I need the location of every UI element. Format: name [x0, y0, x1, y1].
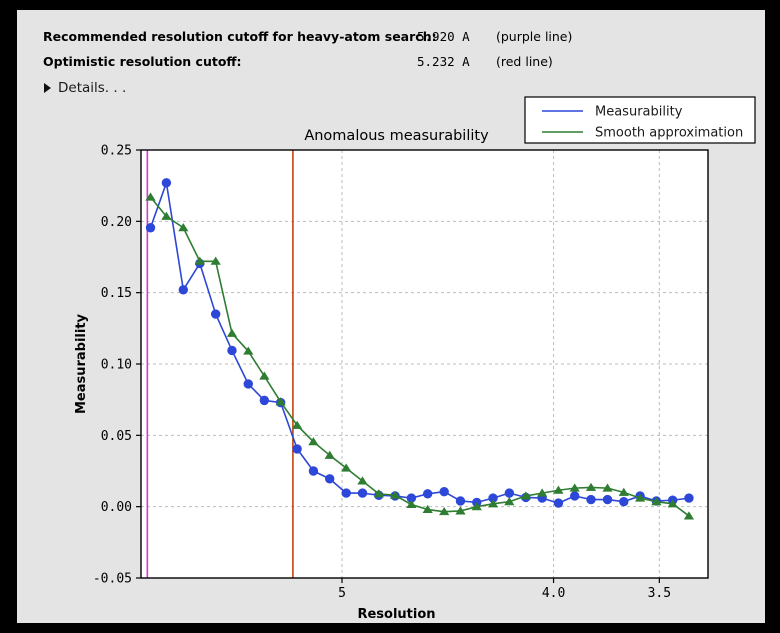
details-label: Details. . .	[58, 80, 127, 96]
x-axis-title: Resolution	[357, 607, 435, 622]
series-measurability	[145, 178, 694, 508]
optimistic-cutoff-note: (red line)	[496, 54, 553, 69]
legend-label: Measurability	[595, 105, 683, 120]
cutoff-lines	[146, 150, 294, 578]
plot-frame	[140, 149, 709, 579]
x-tick-label: 5	[338, 586, 346, 601]
x-tick-label: 4.0	[542, 586, 565, 601]
anomalous-measurability-chart: -0.05 0.00 0.05 0.10 0.15 0.20 0.25 5 4.0 3.5 Ano…	[17, 10, 765, 623]
legend-label: Smooth approximation	[595, 126, 743, 141]
y-tick-label: 0.05	[101, 429, 132, 444]
axis-labels: Anomalous measurability Resolution Measura…	[74, 128, 489, 622]
y-tick-label: 0.20	[101, 215, 132, 230]
chart-svg: -0.05 0.00 0.05 0.10 0.15 0.20 0.25 5 4.0 3.5 Ano…	[74, 96, 756, 622]
y-tick-label: 0.10	[101, 358, 132, 373]
y-tick-label: 0.25	[101, 144, 132, 159]
y-tick-label: -0.05	[93, 572, 132, 587]
series-smooth-approximation	[145, 192, 695, 520]
optimistic-cutoff-value: 5.232 A	[417, 54, 470, 69]
y-axis-title: Measurability	[74, 313, 89, 414]
optimistic-cutoff-label: Optimistic resolution cutoff:	[43, 54, 242, 69]
y-tick-label: 0.15	[101, 286, 132, 301]
recommended-cutoff-value: 5.920 A	[417, 29, 470, 44]
recommended-cutoff-label: Recommended resolution cutoff for heavy-…	[43, 29, 437, 44]
chart-title: Anomalous measurability	[304, 128, 489, 144]
plot-background	[141, 150, 708, 578]
triangle-right-icon	[44, 83, 51, 93]
axis-ticks: -0.05 0.00 0.05 0.10 0.15 0.20 0.25 5 4.0 3.5	[93, 144, 671, 602]
x-tick-label: 3.5	[648, 586, 671, 601]
data-series	[145, 178, 695, 520]
grid-lines	[141, 150, 708, 578]
details-disclosure[interactable]: Details. . .	[44, 80, 126, 96]
y-tick-label: 0.00	[101, 500, 132, 515]
chart-legend: Measurability Smooth approximation	[524, 96, 756, 144]
results-panel: Recommended resolution cutoff for heavy-…	[17, 10, 765, 623]
recommended-cutoff-note: (purple line)	[496, 29, 573, 44]
